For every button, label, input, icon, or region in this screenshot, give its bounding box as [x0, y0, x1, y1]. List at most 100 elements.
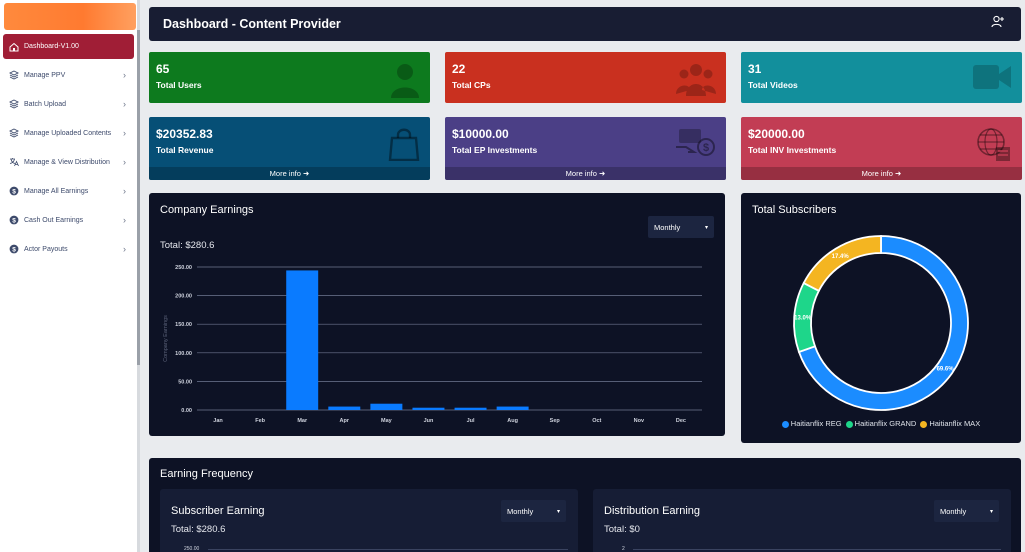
chevron-right-icon: › — [123, 70, 126, 80]
sidebar-item-label: Cash Out Earnings — [24, 216, 84, 224]
stat-label: Total Users — [156, 80, 202, 90]
y-tick-label: 100.00 — [175, 351, 192, 357]
y-tick-label: 250.00 — [184, 546, 200, 552]
layers-icon — [9, 70, 19, 80]
stat-value: $20352.83 — [156, 127, 213, 141]
user-icon — [390, 62, 420, 103]
caret-down-icon: ▾ — [989, 508, 993, 515]
sidebar-item-batch-upload[interactable]: Batch Upload › — [3, 93, 134, 115]
more-info-label: More info — [861, 169, 893, 178]
x-tick-label: Feb — [255, 418, 265, 424]
stat-label: Total INV Investments — [748, 145, 837, 155]
panel-title: Company Earnings — [160, 204, 254, 216]
select-value: Monthly — [940, 506, 967, 516]
sidebar-item-manage-uploaded-contents[interactable]: Manage Uploaded Contents › — [3, 122, 134, 144]
slice-value-label: 69.6% — [937, 366, 955, 372]
sidebar-item-label: Manage & View Distribution — [24, 158, 110, 166]
legend-swatch — [781, 420, 789, 428]
bar-may — [370, 403, 403, 410]
stat-card-total-users: 65 Total Users — [149, 52, 430, 103]
grid-line — [208, 549, 568, 550]
caret-down-icon: ▾ — [556, 508, 560, 515]
brand-logo[interactable] — [4, 3, 136, 30]
chevron-right-icon: › — [123, 128, 126, 138]
slice-value-label: 13.0% — [794, 316, 812, 322]
legend-item[interactable]: Haitianflix GRAND — [845, 419, 916, 428]
y-tick-label: 0.00 — [181, 408, 192, 414]
sidebar-item-label: Batch Upload — [24, 100, 67, 108]
sidebar-scrollbar[interactable] — [137, 30, 140, 365]
x-tick-label: Dec — [676, 418, 686, 424]
earning-total: Total: $280.6 — [171, 524, 226, 535]
donut-slice-haitianflix-max — [802, 235, 882, 293]
y-tick-label: 2 — [622, 546, 625, 552]
more-info-link[interactable]: More info ➜ — [445, 167, 726, 180]
layers-icon — [9, 128, 19, 138]
sidebar-item-manage-all-earnings[interactable]: $ Manage All Earnings › — [3, 180, 134, 202]
stat-card-total-inv-investments: $20000.00 Total INV Investments More info … — [741, 117, 1022, 180]
legend-swatch — [845, 420, 853, 428]
stat-label: Total Videos — [748, 80, 798, 90]
x-tick-label: Sep — [550, 418, 561, 424]
legend-item[interactable]: Haitianflix REG — [781, 419, 842, 428]
bar-aug — [496, 406, 529, 410]
slice-value-label: 17.4% — [832, 254, 850, 260]
sidebar-item-label: Manage Uploaded Contents — [24, 129, 112, 137]
arrow-circle-right-icon: ➜ — [895, 169, 902, 178]
more-info-link[interactable]: More info ➜ — [741, 167, 1022, 180]
caret-down-icon: ▾ — [704, 224, 708, 231]
sidebar-item-label: Manage PPV — [24, 71, 66, 79]
x-tick-label: Oct — [592, 418, 601, 424]
sidebar-item-actor-payouts[interactable]: $ Actor Payouts › — [3, 238, 134, 260]
bag-icon — [388, 127, 420, 166]
stat-label: Total EP Investments — [452, 145, 538, 155]
dollar-icon: $ — [9, 215, 19, 225]
more-info-link[interactable]: More info ➜ — [149, 167, 430, 180]
stat-value: 22 — [452, 62, 466, 76]
y-tick-label: 50.00 — [178, 379, 192, 385]
sidebar-item-label: Manage All Earnings — [24, 187, 89, 195]
add-user-icon[interactable] — [991, 15, 1005, 33]
sidebar: Dashboard-V1.00 Manage PPV › Batch Upload ›… — [0, 0, 140, 552]
sidebar-item-cash-out-earnings[interactable]: $ Cash Out Earnings › — [3, 209, 134, 231]
bar-jul — [454, 407, 487, 410]
sidebar-item-dashboard[interactable]: Dashboard-V1.00 — [3, 34, 134, 59]
panel-title: Total Subscribers — [752, 204, 837, 216]
card-title: Subscriber Earning — [171, 505, 265, 517]
page-header: Dashboard - Content Provider — [149, 7, 1021, 41]
legend-label: Haitianflix REG — [790, 419, 842, 428]
stat-value: 65 — [156, 62, 170, 76]
y-tick-label: 150.00 — [175, 322, 192, 328]
users-icon — [676, 62, 716, 101]
period-select[interactable]: Monthly ▾ — [934, 500, 999, 522]
page-title: Dashboard - Content Provider — [163, 17, 341, 31]
period-select[interactable]: Monthly ▾ — [501, 500, 566, 522]
dollar-icon: $ — [9, 186, 19, 196]
arrow-circle-right-icon: ➜ — [599, 169, 606, 178]
select-value: Monthly — [654, 222, 681, 232]
chevron-right-icon: › — [123, 186, 126, 196]
svg-text:$: $ — [12, 217, 16, 224]
svg-text:$: $ — [12, 188, 16, 195]
legend-label: Haitianflix MAX — [929, 419, 981, 428]
layers-icon — [9, 99, 19, 109]
x-tick-label: Mar — [297, 418, 308, 424]
sidebar-item-manage-view-distribution[interactable]: Manage & View Distribution › — [3, 151, 134, 173]
svg-text:$: $ — [703, 142, 709, 154]
select-value: Monthly — [507, 506, 534, 516]
chevron-right-icon: › — [123, 244, 126, 254]
stat-value: 31 — [748, 62, 762, 76]
stat-card-total-videos: 31 Total Videos — [741, 52, 1022, 103]
legend-item[interactable]: Haitianflix MAX — [920, 419, 980, 428]
stat-card-total-ep-investments: $10000.00 Total EP Investments $ More info … — [445, 117, 726, 180]
total-subscribers-panel: Total Subscribers 69.6% 13.0% 17.4% Haitia… — [741, 193, 1021, 443]
chart-legend: Haitianflix REG Haitianflix GRAND Haitianf… — [741, 419, 1021, 428]
earnings-total: Total: $280.6 — [160, 240, 215, 251]
y-axis-label: Company Earnings — [163, 315, 169, 362]
donut-slice-haitianflix-reg — [797, 235, 969, 411]
stat-label: Total Revenue — [156, 145, 214, 155]
earning-total: Total: $0 — [604, 524, 640, 535]
period-select[interactable]: Monthly ▾ — [648, 216, 714, 238]
sidebar-item-manage-ppv[interactable]: Manage PPV › — [3, 64, 134, 86]
subscriber-earning-card: Subscriber Earning Monthly ▾ Total: $280… — [160, 489, 578, 552]
